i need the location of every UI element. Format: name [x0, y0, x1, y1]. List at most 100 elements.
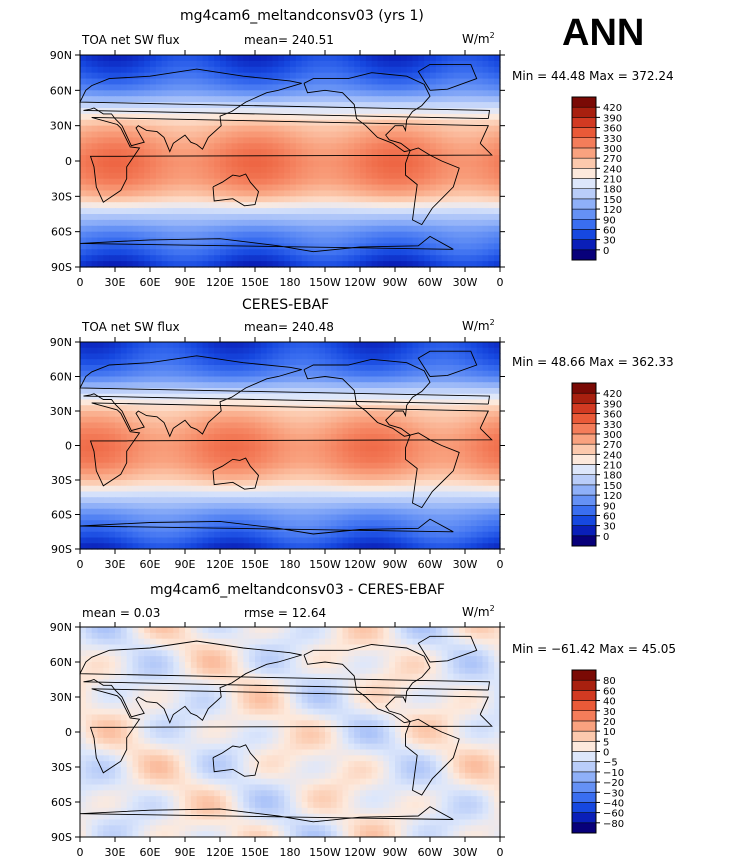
field-cell: [476, 353, 484, 360]
field-cell: [243, 491, 250, 498]
field-cell: [290, 149, 297, 156]
field-cell: [272, 90, 279, 97]
field-cell: [412, 480, 419, 487]
field-cell: [488, 439, 495, 447]
field-cell: [231, 184, 239, 192]
field-cell: [115, 439, 122, 447]
field-cell: [354, 137, 361, 144]
field-cell: [214, 184, 221, 192]
field-cell: [126, 60, 134, 68]
field-cell: [336, 388, 344, 395]
field-cell: [482, 172, 489, 180]
field-cell: [424, 237, 431, 245]
field-cell: [138, 399, 145, 406]
field-cell: [400, 388, 408, 395]
field-cell: [371, 434, 379, 441]
field-cell: [330, 178, 338, 186]
field-cell: [155, 60, 163, 68]
field-cell: [126, 137, 134, 144]
field-cell: [441, 491, 449, 498]
field-cell: [354, 243, 361, 250]
field-cell: [266, 208, 274, 215]
field-cell: [266, 353, 274, 360]
field-cell: [453, 365, 460, 372]
field-cell: [330, 66, 338, 74]
field-cell: [225, 243, 233, 250]
field-cell: [243, 166, 250, 174]
field-cell: [330, 416, 338, 424]
field-cell: [295, 255, 303, 262]
field-cell: [435, 131, 443, 139]
field-cell: [325, 422, 332, 429]
field-cell: [395, 474, 402, 481]
field-cell: [208, 55, 215, 62]
field-cell: [260, 439, 268, 447]
field-cell: [138, 72, 145, 80]
field-cell: [365, 388, 373, 395]
field-cell: [173, 485, 180, 493]
field-cell: [447, 365, 454, 372]
field-cell: [412, 202, 419, 209]
field-cell: [406, 376, 414, 383]
field-cell: [325, 119, 332, 127]
field-cell: [85, 66, 93, 74]
field-cell: [284, 255, 291, 262]
field-cell: [138, 243, 145, 250]
field-cell: [488, 237, 495, 245]
field-cell: [91, 514, 99, 521]
field-cell: [126, 55, 134, 62]
field-cell: [91, 131, 99, 139]
field-cell: [109, 388, 116, 395]
field-cell: [360, 184, 367, 192]
field-cell: [272, 172, 279, 180]
field-cell: [330, 451, 338, 458]
field-cell: [80, 451, 87, 458]
field-cell: [185, 439, 192, 447]
field-cell: [301, 457, 309, 464]
field-cell: [144, 137, 151, 144]
field-cell: [465, 166, 472, 174]
field-cell: [424, 422, 431, 429]
field-cell: [371, 411, 379, 418]
field-cell: [453, 161, 460, 168]
field-cell: [173, 202, 180, 209]
field-cell: [406, 125, 414, 133]
field-cell: [272, 119, 279, 127]
field-cell: [138, 231, 145, 239]
field-cell: [330, 382, 338, 389]
field-cell: [494, 214, 501, 221]
field-cell: [488, 137, 495, 144]
field-cell: [313, 66, 320, 74]
field-cell: [278, 155, 285, 162]
field-cell: [435, 113, 443, 121]
field-cell: [488, 416, 495, 424]
field-cell: [190, 55, 198, 62]
field-cell: [173, 382, 180, 389]
field-cell: [424, 462, 431, 470]
field-cell: [400, 445, 408, 452]
field-cell: [360, 214, 367, 221]
field-cell: [377, 353, 384, 360]
field-cell: [179, 462, 186, 470]
field-cell: [126, 508, 134, 516]
field-cell: [360, 208, 367, 215]
field-cell: [418, 255, 425, 262]
field-cell: [266, 514, 274, 521]
field-cell: [85, 353, 93, 360]
field-cell: [179, 231, 186, 239]
field-cell: [354, 172, 361, 180]
field-cell: [214, 108, 221, 115]
x-tick-label: 90W: [383, 276, 408, 289]
field-cell: [488, 353, 495, 360]
field-cell: [330, 137, 338, 144]
field-cell: [185, 370, 192, 378]
field-cell: [476, 491, 484, 498]
field-cell: [313, 508, 320, 516]
field-cell: [190, 231, 198, 239]
field-cell: [330, 166, 338, 174]
field-cell: [255, 503, 262, 510]
field-cell: [214, 353, 221, 360]
field-cell: [231, 190, 239, 197]
field-cell: [365, 342, 373, 349]
field-cell: [406, 66, 414, 74]
